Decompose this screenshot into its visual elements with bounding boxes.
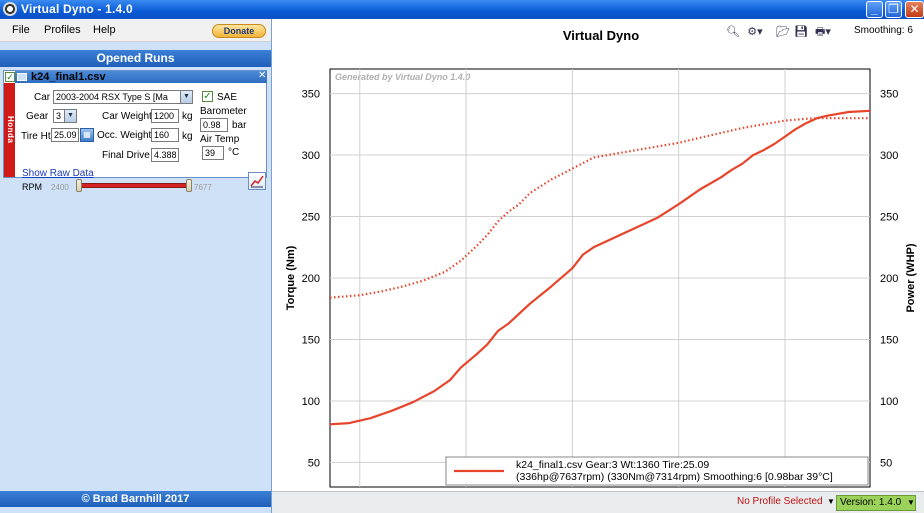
y-tick-label-left: 250	[302, 212, 320, 224]
donate-button[interactable]: Donate	[212, 24, 266, 38]
y-tick-label-right: 300	[880, 150, 898, 162]
close-button[interactable]: ✕	[905, 1, 924, 18]
occ-weight-label: Occ. Weight	[97, 130, 152, 141]
car-select-value: 2003-2004 RSX Type S [Ma	[56, 92, 168, 102]
legend-line-1: k24_final1.csv Gear:3 Wt:1360 Tire:25.09	[516, 459, 709, 471]
tire-height-input[interactable]: 25.09	[51, 128, 79, 142]
zoom-icon[interactable]: 🔍︎	[726, 26, 740, 38]
y-tick-label-right: 200	[880, 273, 898, 285]
minimize-button[interactable]: _	[866, 1, 883, 18]
profile-status: No Profile Selected	[737, 496, 823, 507]
run-collapse-button[interactable]	[17, 73, 27, 81]
barometer-input[interactable]: 0.98	[200, 118, 228, 132]
y-tick-label-left: 100	[302, 396, 320, 408]
y-tick-label-right: 100	[880, 396, 898, 408]
open-folder-icon[interactable]: 📂︎	[776, 26, 790, 38]
sae-label: SAE	[217, 92, 238, 103]
y-tick-label-left: 350	[302, 89, 320, 101]
gear-select-value: 3	[56, 111, 62, 121]
window-title: Virtual Dyno - 1.4.0	[21, 2, 133, 16]
run-visible-checkbox[interactable]: ✓	[5, 72, 15, 82]
car-label: Car	[34, 92, 51, 103]
gear-select[interactable]: 3 ▼	[53, 109, 77, 123]
car-weight-unit: kg	[182, 111, 193, 122]
run-close-icon[interactable]: ✕	[258, 70, 267, 81]
occ-weight-unit: kg	[182, 131, 193, 142]
sae-checkbox[interactable]: ✓	[202, 91, 213, 102]
y-axis-label-right: Power (WHP)	[905, 243, 917, 312]
car-weight-label: Car Weight	[102, 111, 152, 122]
copyright: © Brad Barnhill 2017	[0, 491, 271, 507]
smoothing-dropdown[interactable]: Smoothing: 6	[854, 25, 913, 36]
gear-label: Gear	[26, 111, 49, 122]
run-panel: ✓ Honda k24_final1.csv ✕ Car 2003-2004 R…	[3, 70, 267, 192]
y-tick-label-left: 300	[302, 150, 320, 162]
y-tick-label-left: 150	[302, 334, 320, 346]
air-temp-label: Air Temp	[200, 134, 240, 145]
y-axis-label-left: Torque (Nm)	[285, 245, 297, 310]
barometer-label: Barometer	[200, 106, 247, 117]
maximize-button[interactable]: ❐	[885, 1, 902, 18]
version-dropdown[interactable]: Version: 1.4.0 ▼	[836, 495, 916, 511]
air-temp-unit: °C	[228, 147, 240, 158]
chevron-down-icon: ▼	[64, 110, 76, 122]
rpm-max-value: 7677	[194, 183, 212, 192]
print-dropdown-icon[interactable]: 🖶▾	[815, 26, 831, 38]
menu-profiles[interactable]: Profiles	[44, 24, 81, 36]
show-raw-data-link[interactable]: Show Raw Data	[22, 168, 94, 179]
window-titlebar: Virtual Dyno - 1.4.0 _ ❐ ✕	[0, 0, 924, 19]
car-weight-input[interactable]: 1200	[151, 109, 179, 123]
y-tick-label-left: 200	[302, 273, 320, 285]
app-icon	[3, 2, 17, 16]
opened-runs-header: Opened Runs	[0, 50, 271, 67]
rpm-label: RPM	[22, 182, 42, 192]
status-bar: No Profile Selected ▼ Version: 1.4.0 ▼	[272, 491, 924, 513]
make-tab: Honda	[4, 83, 15, 177]
air-temp-input[interactable]: 39	[202, 146, 224, 160]
chart-pane: Virtual Dyno 🔍︎ ⚙▾ 📂︎ 💾︎ 🖶▾ Smoothing: 6…	[272, 19, 924, 513]
calculator-icon[interactable]: ▦	[80, 128, 94, 142]
version-label: Version: 1.4.0	[840, 497, 902, 508]
run-header: k24_final1.csv ✕	[15, 70, 267, 83]
torque-series-line	[330, 109, 870, 426]
graph-settings-button[interactable]	[248, 172, 266, 190]
dyno-chart: Generated by Virtual Dyno 1.4.0 30004000…	[285, 68, 917, 488]
car-select[interactable]: 2003-2004 RSX Type S [Ma ▼	[53, 90, 193, 104]
chevron-down-icon[interactable]: ▼	[827, 497, 835, 506]
y-tick-label-right: 250	[880, 212, 898, 224]
menu-file[interactable]: File	[12, 24, 30, 36]
chart-toolbar: 🔍︎ ⚙▾ 📂︎ 💾︎ 🖶▾	[724, 25, 924, 41]
tire-height-label: Tire Ht	[21, 131, 51, 142]
menu-bar: File Profiles Help Donate	[0, 19, 271, 42]
barometer-unit: bar	[232, 120, 247, 131]
rpm-min-handle[interactable]	[76, 179, 82, 192]
chevron-down-icon: ▼	[180, 91, 192, 103]
occ-weight-input[interactable]: 160	[151, 128, 179, 142]
y-tick-label-right: 50	[880, 457, 892, 469]
left-pane: File Profiles Help Donate Opened Runs ✓ …	[0, 19, 272, 513]
chevron-down-icon: ▼	[906, 498, 915, 507]
menu-help[interactable]: Help	[93, 24, 116, 36]
y-tick-label-left: 50	[308, 457, 320, 469]
y-tick-label-right: 350	[880, 89, 898, 101]
legend-line-2: (336hp@7637rpm) (330Nm@7314rpm) Smoothin…	[516, 471, 833, 483]
chart-title: Virtual Dyno	[562, 28, 640, 43]
rpm-range-track[interactable]	[80, 183, 188, 188]
watermark: Generated by Virtual Dyno 1.4.0	[335, 72, 470, 82]
rpm-max-handle[interactable]	[186, 179, 192, 192]
save-icon[interactable]: 💾︎	[794, 26, 808, 38]
y-tick-label-right: 150	[880, 334, 898, 346]
tools-dropdown-icon[interactable]: ⚙▾	[747, 26, 763, 38]
run-filename: k24_final1.csv	[31, 71, 106, 83]
final-drive-label: Final Drive	[102, 150, 150, 161]
chart-icon	[250, 175, 264, 188]
legend-box	[445, 456, 869, 486]
rpm-min-value: 2400	[51, 183, 69, 192]
final-drive-input[interactable]: 4.388	[151, 148, 179, 162]
